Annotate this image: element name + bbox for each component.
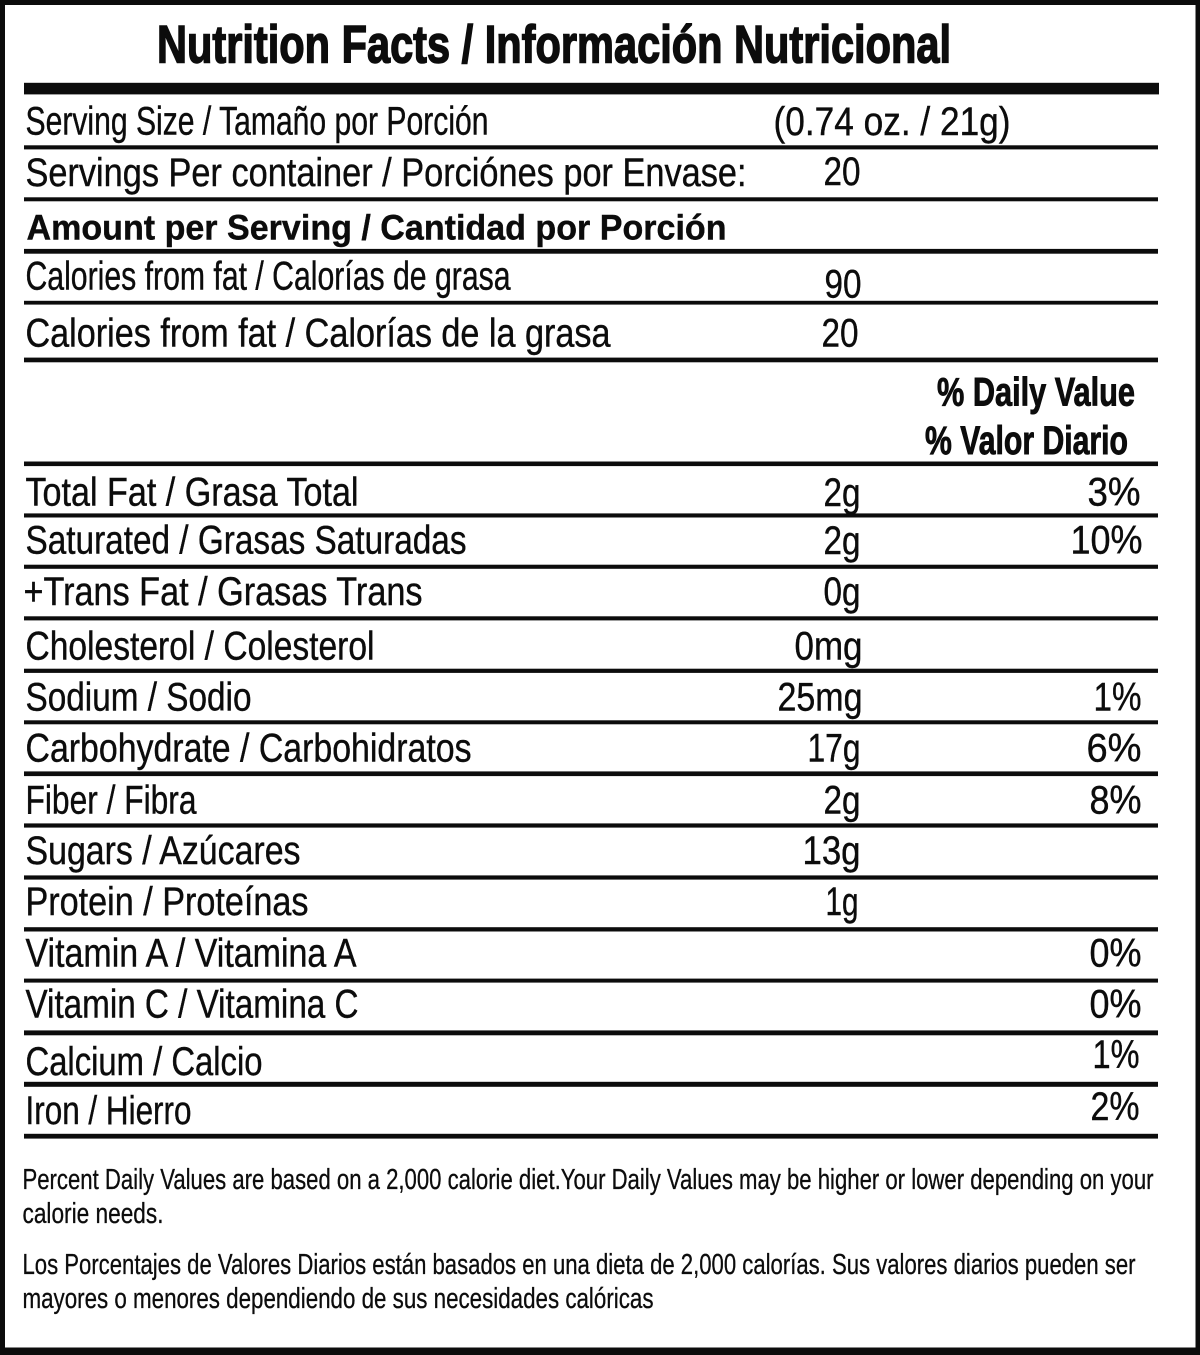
svg-text:Cholesterol / Colesterol: Cholesterol / Colesterol [26,624,375,668]
svg-text:Sugars / Azúcares: Sugars / Azúcares [26,829,301,873]
svg-text:0%: 0% [1090,931,1142,975]
svg-text:0%: 0% [1090,983,1142,1027]
svg-text:Serving Size / Tamaño por Porc: Serving Size / Tamaño por Porción [26,100,489,144]
svg-text:2g: 2g [824,519,861,563]
svg-text:Servings Per container / Porci: Servings Per container / Porciónes por E… [26,151,747,195]
svg-text:Saturated / Grasas Saturadas: Saturated / Grasas Saturadas [26,519,467,563]
svg-text:+Trans Fat / Grasas Trans: +Trans Fat / Grasas Trans [24,570,423,614]
svg-text:Nutrition Facts / Información: Nutrition Facts / Información Nutriciona… [157,16,951,75]
svg-text:17g: 17g [808,727,861,771]
svg-text:6%: 6% [1087,727,1142,771]
svg-text:1g: 1g [826,880,859,924]
svg-text:mayores o menores dependiendo: mayores o menores dependiendo de sus nec… [23,1283,654,1315]
svg-text:2%: 2% [1091,1085,1140,1129]
svg-text:Vitamin A / Vitamina A: Vitamin A / Vitamina A [26,931,358,975]
svg-text:0g: 0g [824,570,861,614]
svg-text:Calcium / Calcio: Calcium / Calcio [26,1040,263,1084]
svg-text:Carbohydrate / Carbohidratos: Carbohydrate / Carbohidratos [26,727,472,771]
svg-text:Sodium / Sodio: Sodium / Sodio [26,676,252,720]
svg-text:Fiber / Fibra: Fiber / Fibra [26,778,197,822]
svg-text:3%: 3% [1088,471,1141,515]
svg-text:(0.74 oz. / 21g): (0.74 oz. / 21g) [774,100,1011,144]
svg-text:Total Fat / Grasa Total: Total Fat / Grasa Total [26,471,359,515]
svg-text:1%: 1% [1093,1033,1140,1077]
svg-text:90: 90 [825,263,862,307]
svg-text:Protein / Proteínas: Protein / Proteínas [26,880,309,924]
svg-text:10%: 10% [1071,519,1143,563]
svg-text:Vitamin C / Vitamina C: Vitamin C / Vitamina C [26,983,359,1027]
svg-text:% Valor Diario: % Valor Diario [925,419,1128,463]
svg-text:Calories from fat / Calorías d: Calories from fat / Calorías de la grasa [26,312,611,356]
svg-text:13g: 13g [803,829,861,873]
svg-text:Los Porcentajes de Valores Dia: Los Porcentajes de Valores Diarios están… [23,1249,1136,1281]
svg-text:20: 20 [822,312,859,356]
svg-text:0mg: 0mg [795,624,863,668]
svg-text:2g: 2g [824,779,861,823]
svg-text:8%: 8% [1090,778,1142,822]
svg-text:Calories from fat / Calorías d: Calories from fat / Calorías de grasa [26,255,511,299]
svg-text:1%: 1% [1094,676,1142,720]
svg-text:Percent Daily Values are based: Percent Daily Values are based on a 2,00… [23,1164,1154,1196]
svg-text:Amount per Serving / Cantidad: Amount per Serving / Cantidad por Porció… [27,209,727,248]
svg-text:% Daily Value: % Daily Value [937,371,1135,415]
svg-text:calorie needs.: calorie needs. [23,1198,164,1230]
svg-text:Iron / Hierro: Iron / Hierro [26,1089,192,1133]
svg-text:20: 20 [824,150,861,194]
svg-text:25mg: 25mg [778,676,863,720]
svg-text:2g: 2g [824,471,861,515]
